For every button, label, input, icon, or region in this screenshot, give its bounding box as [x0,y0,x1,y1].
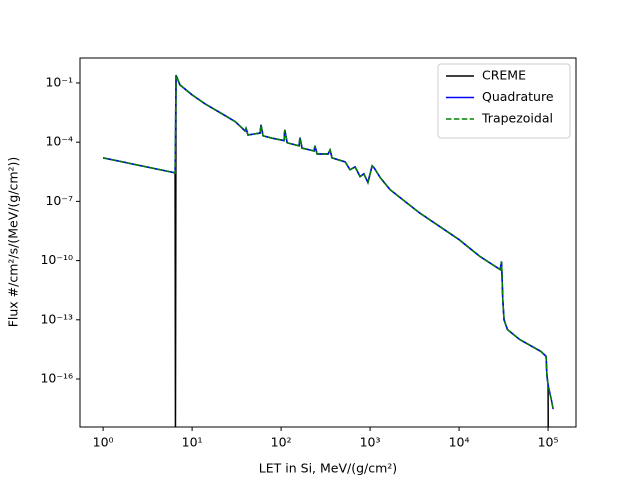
legend-label: Quadrature [482,89,554,104]
plot-area [102,74,554,427]
y-tick-label: 10⁻⁴ [45,134,73,149]
x-tick-label: 10⁴ [449,435,470,450]
x-tick-label: 10² [271,435,292,450]
y-tick-label: 10⁻¹ [45,74,73,89]
y-tick-label: 10⁻¹³ [40,311,73,326]
legend-label: Trapezoidal [481,111,553,126]
y-axis-label: Flux #/cm²/s/(MeV/(g/cm²)) [6,157,21,328]
x-tick-label: 10¹ [182,435,203,450]
legend-label: CREME [482,68,526,83]
x-tick-label: 10⁵ [538,435,559,450]
y-tick-label: 10⁻¹⁰ [40,252,73,267]
x-axis-label: LET in Si, MeV/(g/cm²) [259,461,397,476]
series-line [102,74,554,410]
x-tick-label: 10³ [360,435,381,450]
x-tick-label: 10⁰ [93,435,114,450]
y-tick-label: 10⁻⁷ [45,193,73,208]
y-tick-label: 10⁻¹⁶ [40,371,73,386]
axes-frame [79,57,577,428]
